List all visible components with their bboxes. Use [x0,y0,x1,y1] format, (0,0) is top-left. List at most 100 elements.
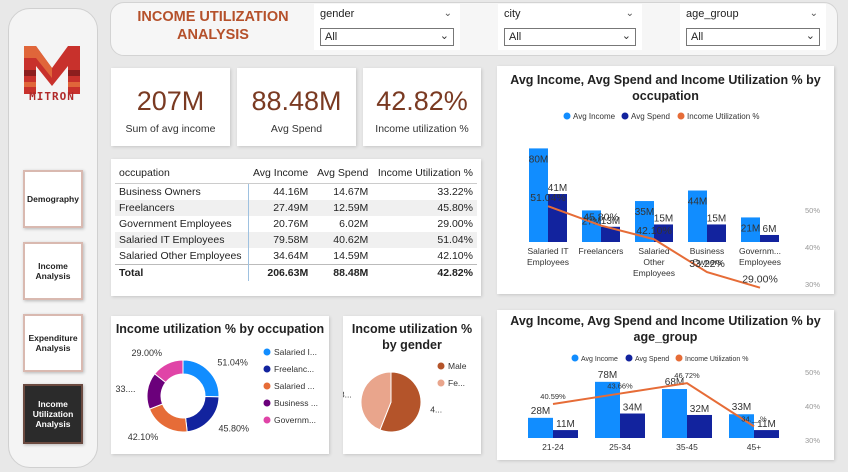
occupation-table-card: occupation Avg Income Avg Spend Income U… [111,159,481,296]
bar-avg-income [582,210,601,242]
kpi-card-income: 207M Sum of avg income [111,68,230,146]
category-label: Salaried IT [527,246,568,256]
column-header[interactable]: Income Utilization % [372,161,477,184]
occupation-table: occupation Avg Income Avg Spend Income U… [115,161,477,281]
bar-avg-income [688,190,707,242]
donut-slice [153,359,184,384]
city-dropdown[interactable]: All ⌄ [504,28,636,46]
gender-dropdown[interactable]: All ⌄ [320,28,454,46]
legend-marker [677,112,685,120]
column-header[interactable]: Avg Income [248,161,313,184]
utilization-label: 46.72% [674,371,700,380]
slicer-age-group[interactable]: age_group ⌄ All ⌄ [680,4,826,50]
bar-avg-income [741,217,760,242]
table-row[interactable]: Business Owners 44.16M 14.67M 33.22% [115,183,477,200]
data-label: 6M [763,224,777,235]
table-header-row: occupation Avg Income Avg Spend Income U… [115,161,477,184]
legend-label: Salaried ... [274,381,315,391]
table-cell: 12.59M [312,200,373,216]
gender-pie-chart: 4... Male 3... Fe... [343,361,467,433]
category-label: Business [690,246,725,256]
age-group-dropdown[interactable]: All ⌄ [686,28,820,46]
table-cell: 44.16M [273,186,309,198]
table-row[interactable]: Freelancers 27.49M 12.59M 45.80% [115,200,477,216]
table-cell: Freelancers [115,200,249,216]
category-label: Freelancers [579,246,624,256]
donut-data-label: 51.04% [217,357,248,367]
data-label: 28M [531,406,550,417]
legend-marker [437,379,445,387]
page-title: INCOME UTILIZATION ANALYSIS [137,9,289,43]
legend-marker [621,112,629,120]
table-cell: 88.48M [312,264,373,281]
kpi-caption: Sum of avg income [125,123,216,135]
legend-marker [625,354,633,362]
bar-avg-spend [760,234,779,242]
bar-avg-spend [548,194,567,242]
nav-expenditure-analysis-button[interactable]: Expenditure Analysis [23,314,83,372]
donut-slice [182,359,220,398]
donut-data-label: 33.... [115,384,135,394]
chevron-down-icon[interactable]: ⌄ [625,8,634,19]
utilization-label: 42.10% [636,225,672,237]
slicer-city[interactable]: city ⌄ All ⌄ [498,4,642,50]
slicer-gender[interactable]: gender ⌄ All ⌄ [314,4,460,50]
nav-demography-button[interactable]: Demography [23,170,83,228]
donut-data-label: 29.00% [131,348,162,358]
legend-label: Salaried I... [274,347,317,357]
bar-avg-income [662,389,687,438]
axis-tick-label: 30% [805,436,820,445]
chevron-down-icon[interactable]: ⌄ [443,8,452,19]
table-cell: 20.76M [273,218,309,230]
column-header[interactable]: Avg Spend [312,161,373,184]
table-row[interactable]: Government Employees 20.76M 6.02M 29.00% [115,216,477,232]
legend-label: Avg Income [573,112,616,121]
donut-chart-card: Income utilization % by occupation 51.04… [111,316,329,454]
pie-slice [360,371,392,431]
table-row[interactable]: Salaried Other Employees 34.64M 14.59M 42.1… [115,248,477,265]
axis-tick-label: 30% [805,280,820,289]
legend-label: Avg Spend [635,356,669,363]
nav-income-utilization-button[interactable]: Income Utilization Analysis [23,384,83,444]
utilization-label: 51.04% [530,192,566,204]
pie-data-label: 4... [430,404,442,414]
category-label: Employees [633,268,675,278]
data-label: 44M [688,197,707,208]
table-cell: 206.63M [248,264,313,281]
table-cell: 79.58M [248,232,313,248]
column-header[interactable]: occupation [115,161,249,184]
legend-label: Male [448,361,467,371]
nav-label: Demography [27,193,79,204]
occupation-combo-chart-card: Avg Income, Avg Spend and Income Utiliza… [497,66,834,294]
table-cell: 14.67M [333,186,369,198]
table-cell: Salaried IT Employees [115,232,249,248]
table-row[interactable]: Salaried IT Employees 79.58M 40.62M 51.04% [115,232,477,248]
category-label: 21-24 [542,442,564,452]
table-total-row: Total 206.63M 88.48M 42.82% [115,264,477,281]
nav-income-analysis-button[interactable]: Income Analysis [23,242,83,300]
utilization-line [547,205,761,289]
table-cell: Business Owners [115,183,249,200]
legend-label: Business ... [274,398,318,408]
table-cell: Total [115,264,249,281]
chevron-down-icon[interactable]: ⌄ [809,8,818,19]
category-label: Other [643,257,664,267]
donut-slice [148,403,188,433]
category-label: Governm... [739,246,781,256]
pie-data-label: 3... [343,390,352,400]
legend-marker [263,399,271,407]
chart-title: Avg Income, Avg Spend and Income Utiliza… [510,314,821,344]
chart-title: Avg Income, Avg Spend and Income Utiliza… [510,73,821,103]
legend-marker [563,112,571,120]
table-cell: 27.49M [248,200,313,216]
dropdown-arrow-icon: ⌄ [439,30,449,42]
legend-label: Income Utilization % [687,112,759,121]
kpi-value: 88.48M [251,86,342,116]
kpi-caption: Avg Spend [270,123,323,135]
kpi-value: 42.82% [376,86,468,116]
category-label: Salaried [638,246,669,256]
data-label: 15M [654,213,673,224]
bar-avg-spend [687,414,712,438]
utilization-label: 34.__% [741,414,767,423]
donut-chart: 51.04% Salaried I... 45.80% Freelanc... 42.1… [115,347,318,442]
